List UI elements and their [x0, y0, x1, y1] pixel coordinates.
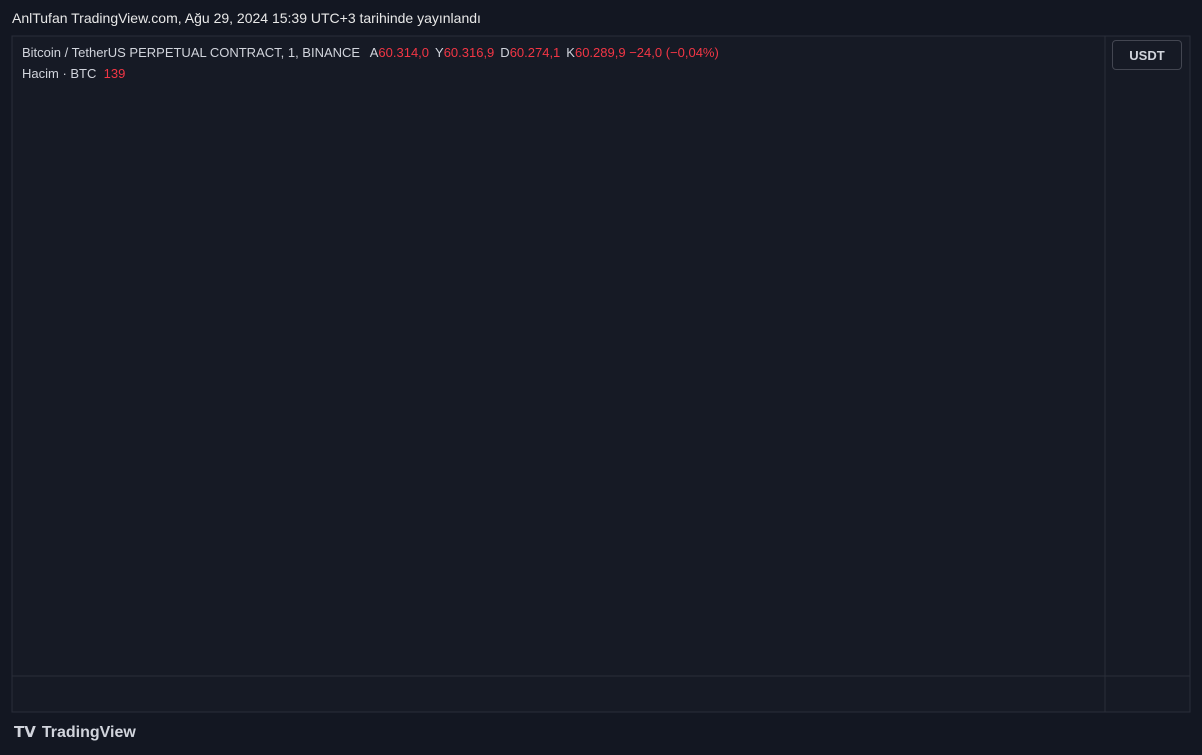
- ohlc-key: D: [500, 45, 510, 60]
- ohlc-value: 60.289,9: [574, 45, 626, 60]
- ohlc-legend: A60.314,0 Y60.316,9 D60.274,1 K60.289,9: [364, 45, 626, 60]
- volume-value: 139: [103, 66, 126, 81]
- symbol: Bitcoin / TetherUS PERPETUAL CONTRACT, 1…: [22, 45, 361, 60]
- ohlc-value: 60.274,1: [509, 45, 561, 60]
- publish-title: AnlTufan TradingView.com, Ağu 29, 2024 1…: [12, 10, 481, 26]
- ohlc-key: Y: [435, 45, 444, 60]
- currency-button[interactable]: USDT: [1112, 40, 1182, 70]
- volume-legend: Hacim · BTC 139: [22, 66, 125, 81]
- volume-title: Hacim · BTC: [22, 66, 97, 81]
- logo-text: TradingView: [41, 724, 136, 741]
- ohlc-key: A: [369, 45, 379, 60]
- logo-mark: 𝗧𝗩: [14, 724, 36, 741]
- ohlc-key: K: [566, 45, 575, 60]
- footer-logo: 𝗧𝗩 TradingView: [14, 723, 136, 742]
- ohlc-value: 60.314,0: [378, 45, 430, 60]
- ohlc-value: 60.316,9: [443, 45, 495, 60]
- change: −24,0 (−0,04%): [629, 45, 719, 60]
- symbol-legend: Bitcoin / TetherUS PERPETUAL CONTRACT, 1…: [22, 45, 719, 60]
- chart-panel: [11, 35, 1191, 713]
